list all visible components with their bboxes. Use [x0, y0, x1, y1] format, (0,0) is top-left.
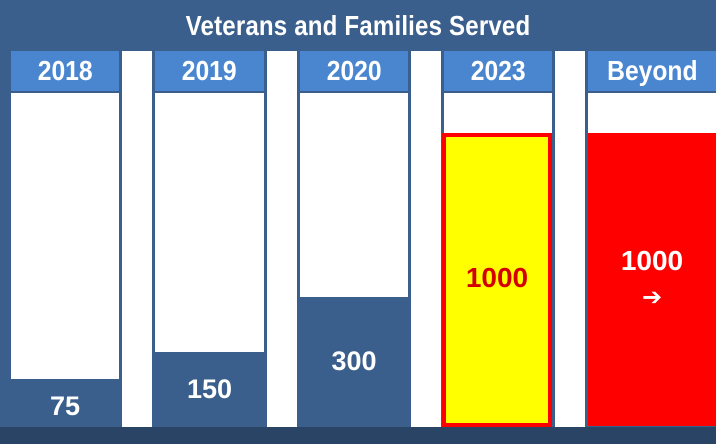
column-separator	[411, 51, 441, 427]
column-header-label: 2020	[326, 55, 382, 86]
column-header-2023: 2023	[444, 51, 552, 91]
column-track-2018	[11, 93, 119, 426]
bar-2020: 300	[300, 297, 408, 426]
bar-2018: 75	[11, 379, 119, 426]
column-header-label: Beyond	[606, 55, 698, 86]
column-header-2018: 2018	[11, 51, 119, 91]
column-header-label: 2023	[470, 55, 526, 86]
bar-2023: 1000	[442, 133, 552, 427]
column-header-label: 2019	[182, 55, 237, 86]
column-separator	[122, 51, 152, 427]
bar-2019: 150	[155, 352, 264, 426]
bar-value-label-2020: 300	[331, 346, 377, 376]
column-header-2019: 2019	[155, 51, 264, 91]
column-separator	[267, 51, 297, 427]
bar-value-label-2019: 150	[186, 374, 233, 404]
column-header-2020: 2020	[300, 51, 408, 91]
bar-value-label-beyond: 1000	[620, 245, 684, 276]
bar-value-label-2018: 75	[49, 391, 81, 421]
chart-title: Veterans and Families Served	[185, 10, 531, 41]
column-header-label: 2018	[37, 55, 93, 86]
bottom-strip	[0, 427, 716, 444]
right-arrow-icon: ➔	[641, 283, 663, 311]
bar-value-label-2023: 1000	[465, 261, 529, 293]
column-header-beyond: Beyond	[588, 51, 716, 91]
bar-beyond: 1000 ➔	[588, 133, 716, 426]
column-separator	[555, 51, 585, 427]
